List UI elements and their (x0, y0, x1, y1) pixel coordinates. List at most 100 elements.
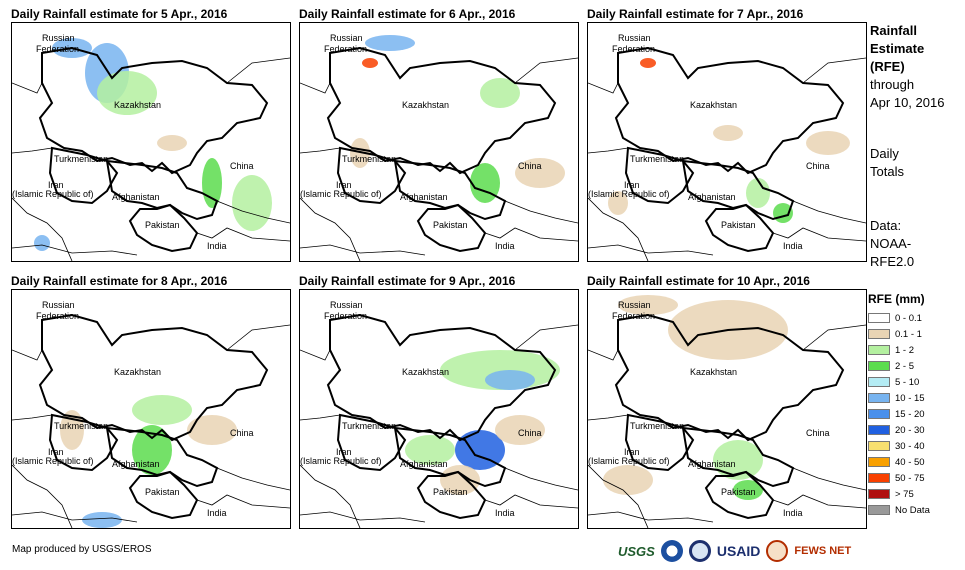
legend-item: 40 - 50 (868, 454, 930, 470)
panel-title: Daily Rainfall estimate for 8 Apr., 2016 (11, 274, 228, 288)
label-russia: Russian (618, 33, 651, 43)
label-russia: Russian (42, 300, 75, 310)
label-pakistan: Pakistan (145, 487, 180, 497)
label-kazakhstan: Kazakhstan (690, 367, 737, 377)
country-border (12, 82, 43, 94)
region-border (336, 413, 407, 472)
coastline (12, 244, 138, 256)
region-border (681, 426, 795, 488)
label-pakistan: Pakistan (433, 487, 468, 497)
country-border (300, 349, 331, 361)
label-kazakhstan: Kazakhstan (114, 367, 161, 377)
legend-label: 10 - 15 (895, 392, 925, 404)
legend-swatch (868, 345, 890, 355)
legend-swatch (868, 441, 890, 451)
label-iran: Iran (48, 447, 64, 457)
label-china: China (518, 161, 542, 171)
legend-label: > 75 (895, 488, 914, 500)
label-kazakhstan: Kazakhstan (690, 100, 737, 110)
label-afghanistan: Afghanistan (688, 459, 736, 469)
legend-label: 0 - 0.1 (895, 312, 922, 324)
country-border (484, 494, 578, 509)
label-iran-2: (Islamic Republic of) (12, 456, 94, 466)
legend-label: 0.1 - 1 (895, 328, 922, 340)
label-china: China (230, 161, 254, 171)
label-russia-2: Federation (324, 311, 367, 321)
region-border (704, 203, 775, 253)
country-border (300, 147, 341, 154)
label-russia-2: Federation (36, 44, 79, 54)
rainfall-patch (618, 295, 678, 315)
label-iran-2: (Islamic Republic of) (588, 456, 670, 466)
label-russia: Russian (330, 33, 363, 43)
rainfall-patch (405, 435, 455, 465)
label-iran-2: (Islamic Republic of) (588, 189, 670, 199)
rainfall-patch (733, 480, 763, 500)
legend-item: 20 - 30 (868, 422, 930, 438)
region-border (614, 46, 845, 175)
rainfall-map: Russian Federation Kazakhstan Turkmenist… (11, 22, 291, 262)
label-india: India (495, 508, 515, 518)
map-panel: Daily Rainfall estimate for 10 Apr., 201… (587, 274, 867, 529)
label-kazakhstan: Kazakhstan (402, 100, 449, 110)
legend-item: 30 - 40 (868, 438, 930, 454)
country-border (514, 57, 578, 84)
region-border (624, 146, 695, 205)
panel-title: Daily Rainfall estimate for 5 Apr., 2016 (11, 7, 228, 21)
label-china: China (806, 161, 830, 171)
region-border (614, 313, 845, 442)
fewsnet-seal (766, 540, 789, 562)
country-border (588, 197, 649, 261)
country-border (12, 147, 53, 154)
label-turkmenistan: Turkmenistan (342, 421, 396, 431)
label-pakistan: Pakistan (145, 220, 180, 230)
country-border (588, 414, 629, 421)
rainfall-areas (350, 35, 565, 203)
label-turkmenistan: Turkmenistan (342, 154, 396, 164)
label-kazakhstan: Kazakhstan (114, 100, 161, 110)
country-border (216, 467, 290, 491)
label-russia-2: Federation (612, 311, 655, 321)
legend-swatch (868, 329, 890, 339)
country-border (772, 227, 866, 242)
country-border (196, 227, 290, 242)
label-china: China (806, 428, 830, 438)
fewsnet-logo: FEWS NET (794, 545, 852, 557)
noaa-logo (660, 540, 683, 562)
region-border (704, 470, 775, 520)
country-border (300, 82, 331, 94)
country-border (196, 494, 290, 509)
coastline (588, 244, 714, 256)
label-iran: Iran (624, 447, 640, 457)
country-border (12, 197, 73, 261)
rainfall-map: Russian Federation Kazakhstan Turkmenist… (299, 22, 579, 262)
region-border (48, 413, 119, 472)
rainfall-patch (440, 465, 480, 495)
region-border (38, 313, 269, 442)
legend-item: 15 - 20 (868, 406, 930, 422)
rainfall-map: Russian Federation Kazakhstan Turkmenist… (11, 289, 291, 529)
rainfall-areas (603, 295, 788, 500)
label-iran: Iran (48, 180, 64, 190)
country-border (588, 147, 629, 154)
region-border (38, 46, 269, 175)
rainfall-map: Russian Federation Kazakhstan Turkmenist… (587, 22, 867, 262)
country-border (504, 200, 578, 224)
legend-swatch (868, 473, 890, 483)
country-border (226, 324, 290, 351)
label-china: China (230, 428, 254, 438)
legend-item: 0 - 0.1 (868, 310, 930, 326)
label-russia-2: Federation (324, 44, 367, 54)
rainfall-patch (132, 425, 172, 475)
label-kazakhstan: Kazakhstan (402, 367, 449, 377)
legend-label: 2 - 5 (895, 360, 915, 372)
logo-strip: USGS USAID FEWS NET (618, 540, 851, 562)
rainfall-patch (362, 58, 378, 68)
country-border (504, 467, 578, 491)
legend-label: 15 - 20 (895, 408, 925, 420)
rainfall-patch (495, 415, 545, 445)
rainfall-patch (365, 35, 415, 51)
side-daily-totals: Daily Totals (870, 146, 904, 179)
usaid-seal (688, 540, 711, 562)
legend-label: 1 - 2 (895, 344, 915, 356)
